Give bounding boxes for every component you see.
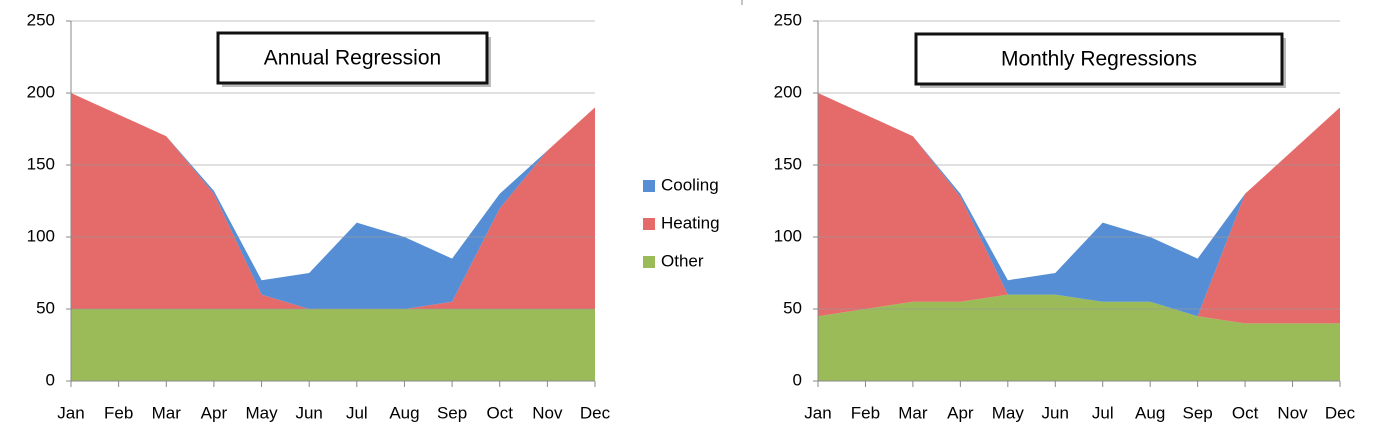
x-tick-label: Jul (1092, 403, 1114, 422)
area (71, 93, 595, 309)
legend-label: Other (661, 251, 704, 270)
x-tick-label: Sep (437, 403, 467, 422)
y-tick-label: 250 (27, 10, 55, 29)
title-box (914, 32, 1284, 86)
x-tick-label: Aug (1135, 403, 1165, 422)
x-tick-label: Feb (851, 403, 880, 422)
x-tick-label: Mar (152, 403, 182, 422)
x-tick-label: Dec (1325, 403, 1356, 422)
y-tick-label: 250 (774, 10, 802, 29)
legend-swatch (643, 256, 655, 268)
y-tick-label: 150 (27, 154, 55, 173)
area (818, 93, 1340, 324)
y-tick-label: 100 (774, 226, 802, 245)
x-tick-label: Feb (104, 403, 133, 422)
x-tick-label: Mar (898, 403, 928, 422)
y-tick-label: 0 (793, 370, 802, 389)
y-tick-label: 200 (27, 82, 55, 101)
chart-title: Monthly Regressions (1001, 48, 1197, 71)
title-box (216, 31, 489, 85)
legend-label: Heating (661, 213, 720, 232)
y-tick-label: 50 (36, 298, 55, 317)
x-tick-label: Sep (1183, 403, 1213, 422)
x-tick-label: Aug (389, 403, 419, 422)
x-tick-label: Jul (346, 403, 368, 422)
area (818, 93, 1340, 317)
x-tick-label: May (245, 403, 278, 422)
x-tick-label: Dec (580, 403, 611, 422)
area (818, 294, 1340, 381)
x-tick-label: Oct (1232, 403, 1259, 422)
y-tick-label: 50 (783, 298, 802, 317)
chart-title: Annual Regression (264, 47, 441, 70)
area (71, 93, 595, 309)
x-tick-label: Apr (947, 403, 974, 422)
x-tick-label: Apr (201, 403, 228, 422)
y-tick-label: 0 (46, 370, 55, 389)
legend-swatch (643, 218, 655, 230)
x-tick-label: Jan (57, 403, 84, 422)
x-tick-label: Jan (804, 403, 831, 422)
legend-label: Cooling (661, 175, 719, 194)
y-tick-label: 100 (27, 226, 55, 245)
y-tick-label: 200 (774, 82, 802, 101)
x-tick-label: Nov (532, 403, 563, 422)
x-tick-label: May (992, 403, 1025, 422)
area (71, 309, 595, 381)
legend-swatch (643, 180, 655, 192)
x-tick-label: Nov (1277, 403, 1308, 422)
x-tick-label: Jun (1042, 403, 1069, 422)
y-tick-label: 150 (774, 154, 802, 173)
x-tick-label: Oct (487, 403, 514, 422)
x-tick-label: Jun (295, 403, 322, 422)
